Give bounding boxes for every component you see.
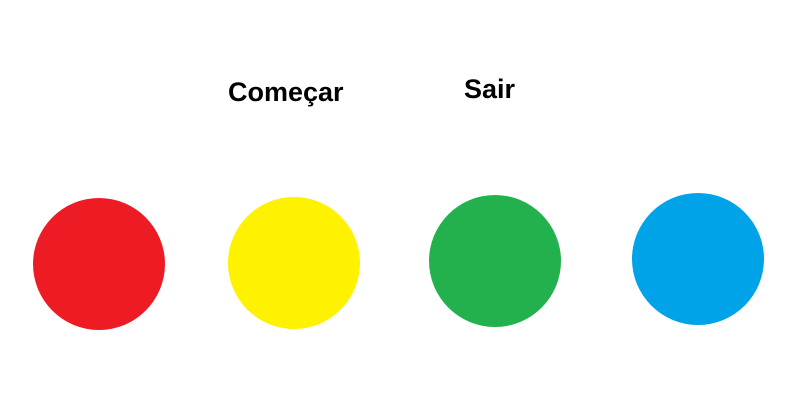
- red-circle[interactable]: [33, 198, 165, 330]
- blue-circle[interactable]: [632, 193, 764, 325]
- exit-button[interactable]: Sair: [464, 74, 516, 104]
- yellow-circle[interactable]: [228, 197, 360, 329]
- green-circle[interactable]: [429, 195, 561, 327]
- start-button[interactable]: Começar: [228, 77, 344, 107]
